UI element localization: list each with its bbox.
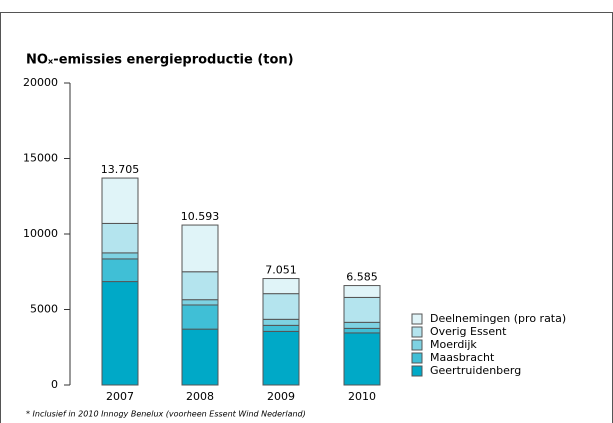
bar-segment [181,299,219,306]
total-label: 7.051 [265,264,297,277]
legend-label: Moerdijk [430,338,477,351]
x-tick-label: 2010 [348,390,376,403]
legend-label: Deelnemingen (pro rata) [430,312,566,325]
y-tick-label: 20000 [23,76,58,89]
total-label: 13.705 [101,163,140,176]
bar-segment [101,177,139,224]
x-tick-label: 2008 [186,390,214,403]
bar-segment [181,304,219,330]
bar-segment [101,258,139,283]
legend-label: Maasbracht [430,351,495,364]
y-tick-label: 5000 [30,303,58,316]
bar-segment [262,318,300,326]
bar-segment [343,327,381,334]
bar-segment [262,330,300,386]
legend-swatch [411,339,423,351]
x-tick-label: 2007 [106,390,134,403]
bar-segment [181,271,219,301]
legend-swatch [411,313,423,325]
bar-segment [343,332,381,386]
bar-segment [101,281,139,386]
legend-swatch [411,365,423,377]
y-tick-label: 15000 [23,152,58,165]
bar-segment [262,278,300,295]
bar-segment [262,324,300,332]
legend-swatch [411,326,423,338]
bar-segment [101,222,139,254]
x-tick-label: 2009 [267,390,295,403]
y-tick-label: 0 [51,378,58,391]
bar-segment [343,321,381,329]
bar-segment [101,252,139,260]
legend-label: Overig Essent [430,325,507,338]
frame [0,12,613,423]
y-tick-label: 10000 [23,227,58,240]
bar-segment [343,285,381,298]
total-label: 6.585 [346,271,378,284]
bar-segment [181,224,219,273]
bar-segment [262,293,300,320]
total-label: 10.593 [181,210,220,223]
footnote: * Inclusief in 2010 Innogy Benelux (voor… [26,410,306,419]
bar-segment [181,328,219,386]
legend-label: Geertruidenberg [430,364,521,377]
chart-title: NOₓ-emissies energieproductie (ton) [26,53,294,68]
bar-segment [343,296,381,323]
legend-swatch [411,352,423,364]
